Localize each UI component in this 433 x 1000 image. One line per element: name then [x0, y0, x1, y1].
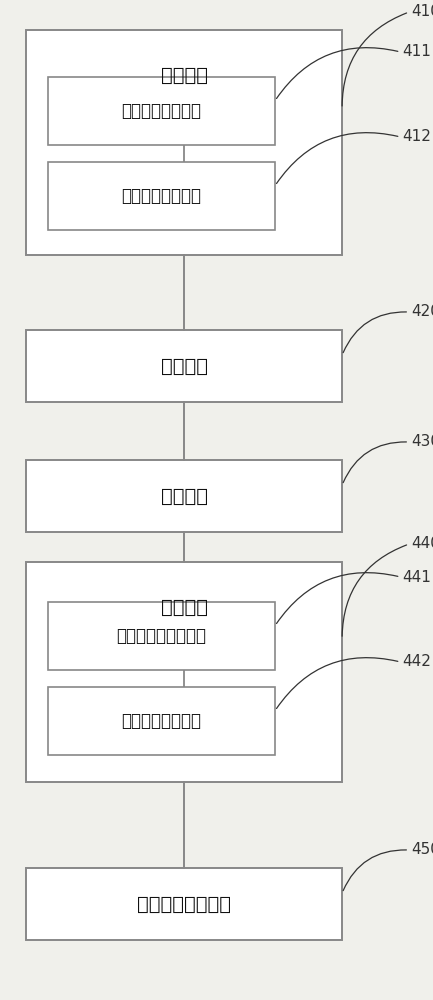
Text: 450: 450: [411, 842, 433, 857]
Text: 检测模块: 检测模块: [161, 487, 207, 506]
Bar: [48, 162, 275, 230]
Text: 计算模块: 计算模块: [161, 357, 207, 375]
Bar: [26, 868, 342, 940]
Text: 411: 411: [403, 44, 432, 59]
Text: 安全阙値设定模块: 安全阙値设定模块: [137, 894, 231, 914]
Text: 440: 440: [411, 536, 433, 552]
Bar: [26, 330, 342, 402]
Text: 电压参量采集单元: 电压参量采集单元: [121, 187, 201, 205]
Text: 第一关闭负载单元: 第一关闭负载单元: [121, 712, 201, 730]
Bar: [48, 687, 275, 755]
Text: 442: 442: [403, 654, 432, 670]
Bar: [26, 30, 342, 255]
Text: 410: 410: [411, 4, 433, 19]
Text: 采集模块: 采集模块: [161, 66, 207, 85]
Text: 441: 441: [403, 569, 432, 584]
Bar: [48, 77, 275, 145]
Bar: [48, 602, 275, 670]
Text: 430: 430: [411, 434, 433, 450]
Text: 420: 420: [411, 304, 433, 320]
Bar: [26, 460, 342, 532]
Text: 412: 412: [403, 129, 432, 144]
Text: 电流参量采集单元: 电流参量采集单元: [121, 102, 201, 120]
Bar: [26, 562, 342, 782]
Text: 调整模块: 调整模块: [161, 597, 207, 616]
Text: 负载优先级设置单元: 负载优先级设置单元: [116, 627, 206, 645]
